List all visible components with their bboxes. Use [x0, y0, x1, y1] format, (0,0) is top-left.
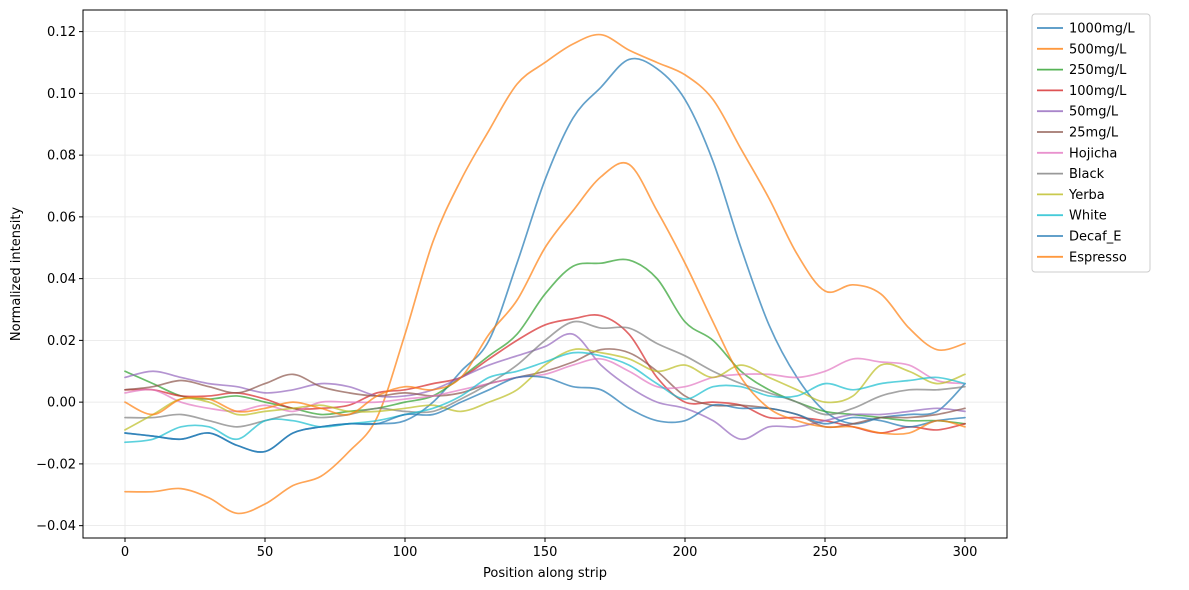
- legend-label-decaf-e: Decaf_E: [1069, 230, 1121, 245]
- axis-ticks: 0 50 100 150 200 250 300 −0.04 −0.02 0.00 0.02 0.04…: [36, 25, 977, 560]
- x-axis-label: Position along strip: [483, 566, 607, 581]
- grid: [83, 10, 1007, 538]
- series-line-500mg-l: [124, 33, 966, 515]
- series-line-250mg-l: [124, 258, 966, 425]
- legend-label-50mg-l: 50mg/L: [1069, 105, 1119, 120]
- series-line-hojicha: [124, 357, 966, 413]
- legend-label-espresso: Espresso: [1069, 250, 1127, 265]
- legend-label-25mg-l: 25mg/L: [1069, 126, 1119, 141]
- x-tick-label: 300: [953, 545, 978, 560]
- legend-label-black: Black: [1069, 167, 1105, 182]
- legend-label-100mg-l: 100mg/L: [1069, 84, 1127, 99]
- legend-label-250mg-l: 250mg/L: [1069, 63, 1127, 78]
- y-tick-label: −0.02: [36, 457, 76, 472]
- series-line-white: [124, 351, 966, 444]
- y-tick-label: 0.04: [47, 272, 76, 287]
- series-line-yerba: [124, 348, 966, 431]
- legend-label-white: White: [1069, 209, 1107, 224]
- legend: 1000mg/L 500mg/L 250mg/L 100mg/L 50mg/L 25mg/…: [1031, 13, 1151, 273]
- x-tick-label: 50: [257, 545, 274, 560]
- legend-label-500mg-l: 500mg/L: [1069, 42, 1127, 57]
- x-tick-label: 250: [813, 545, 838, 560]
- y-tick-label: 0.08: [47, 149, 76, 164]
- series-line-decaf-e: [124, 375, 966, 453]
- series-line-espresso: [124, 161, 966, 436]
- y-tick-label: 0.06: [47, 210, 76, 225]
- legend-label-yerba: Yerba: [1068, 188, 1105, 203]
- series-lines: [124, 33, 966, 515]
- y-tick-label: 0.10: [47, 87, 76, 102]
- y-tick-label: 0.12: [47, 25, 76, 40]
- y-tick-label: 0.02: [47, 334, 76, 349]
- y-tick-label: 0.00: [47, 396, 76, 411]
- x-tick-label: 100: [393, 545, 418, 560]
- series-line-50mg-l: [124, 332, 966, 441]
- y-axis-label: Normalized intensity: [9, 207, 24, 342]
- legend-frame: [1031, 13, 1151, 273]
- legend-label-hojicha: Hojicha: [1069, 146, 1117, 161]
- x-tick-label: 150: [533, 545, 558, 560]
- legend-label-1000mg-l: 1000mg/L: [1069, 22, 1135, 37]
- x-tick-label: 200: [673, 545, 698, 560]
- y-tick-label: −0.04: [36, 519, 76, 534]
- x-tick-label: 0: [121, 545, 129, 560]
